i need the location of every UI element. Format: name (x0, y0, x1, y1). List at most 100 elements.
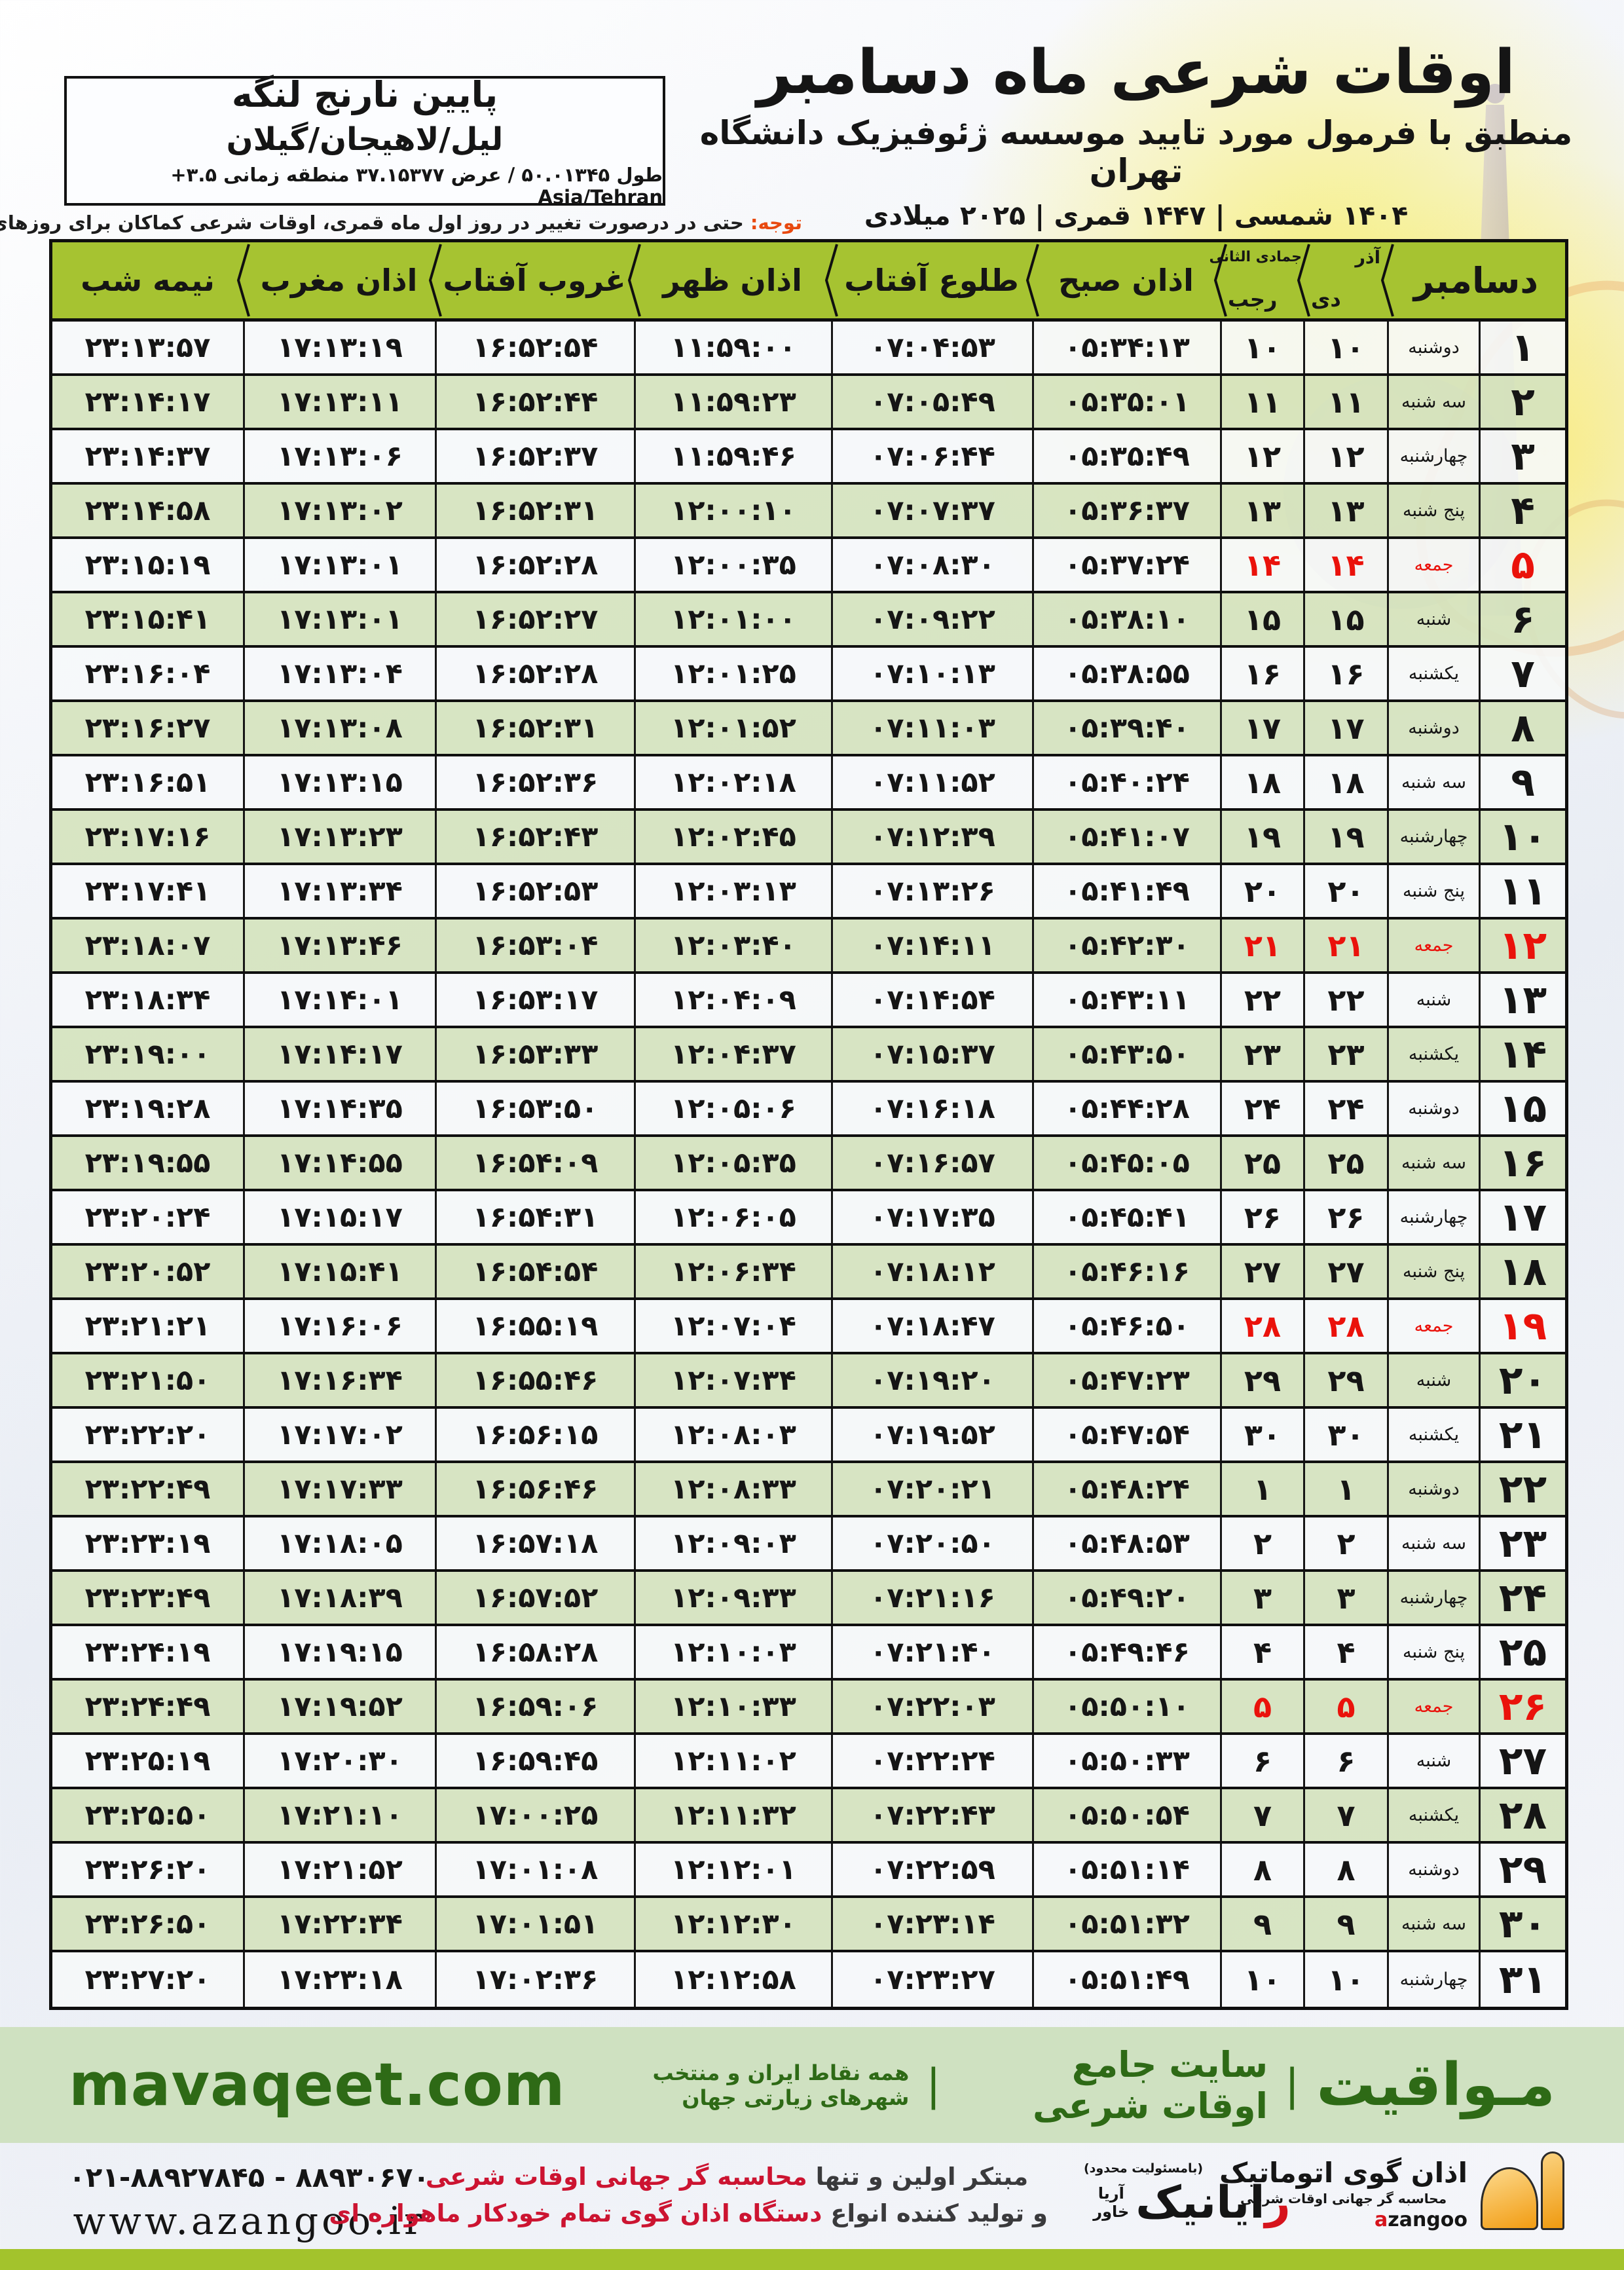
calendar-years-line: ۱۴۰۴ شمسی | ۱۴۴۷ قمری | ۲۰۲۵ میلادی (864, 200, 1409, 232)
nime-shab-time: ۲۳:۲۴:۴۹ (84, 1690, 211, 1723)
solar-month-top-label: آذر (1355, 248, 1380, 268)
azan-sobh-time: ۰۵:۴۶:۱۶ (1032, 1246, 1220, 1297)
weekday-name: چهارشنبه (1387, 1191, 1479, 1243)
promo-line-1-black: مبتکر اولین و تنها (807, 2163, 1029, 2191)
location-region: لیل/لاهیجان/گیلان (226, 121, 504, 158)
table-row: ۲۶ جمعه ۵ ۵ ۰۵:۵۰:۱۰ ۰۷:۲۲:۰۳ ۱۲:۱۰:۳۳ ۱… (52, 1681, 1565, 1735)
december-day-number: ۲ (1479, 376, 1565, 428)
azan-sobh-time: ۰۵:۳۵:۴۹ (1032, 430, 1220, 482)
weekday-name: سه شنبه (1387, 1137, 1479, 1189)
december-day-number: ۱۲ (1479, 920, 1565, 971)
tolu-aftab-time: ۰۷:۲۲:۵۹ (831, 1844, 1032, 1895)
lunar-month-day: ۲۰ (1220, 865, 1303, 917)
azan-sobh-time: ۰۵:۴۳:۱۱ (1032, 974, 1220, 1026)
tolu-aftab-time: ۰۷:۲۲:۴۳ (831, 1789, 1032, 1841)
nime-shab-time: ۲۳:۲۶:۲۰ (84, 1853, 211, 1886)
column-header-lunar-month: جمادی الثانی رجب (1209, 242, 1303, 318)
title-block: اوقات شرعی ماه دسامبر منطبق با فرمول مور… (681, 39, 1591, 232)
table-row: ۱۹ جمعه ۲۸ ۲۸ ۰۵:۴۶:۵۰ ۰۷:۱۸:۴۷ ۱۲:۰۷:۰۴… (52, 1300, 1565, 1354)
azan-zohr-time: ۱۲:۰۱:۵۲ (634, 702, 831, 754)
azan-zohr-time: ۱۲:۰۰:۳۵ (634, 539, 831, 591)
lunar-month-day: ۱۹ (1220, 811, 1303, 863)
lunar-month-day: ۴ (1220, 1626, 1303, 1678)
azan-sobh-time: ۰۵:۴۹:۲۰ (1032, 1572, 1220, 1624)
azan-sobh-time: ۰۵:۴۲:۳۰ (1032, 920, 1220, 971)
lunar-month-day: ۲۸ (1220, 1300, 1303, 1352)
lunar-month-day: ۱۳ (1220, 485, 1303, 536)
azan-maghreb-time: ۱۷:۱۸:۰۵ (243, 1517, 435, 1569)
column-header-ghorub-aftab: غروب آفتاب (428, 242, 634, 318)
ghorub-aftab-time: ۱۶:۵۲:۳۷ (435, 430, 634, 482)
azan-zohr-time: ۱۲:۱۲:۵۸ (634, 1952, 831, 2007)
azan-maghreb-time: ۱۷:۱۳:۰۲ (243, 485, 435, 536)
lunar-month-day: ۸ (1220, 1844, 1303, 1895)
azan-maghreb-time: ۱۷:۱۳:۳۴ (243, 865, 435, 917)
december-day-number: ۱۷ (1479, 1191, 1565, 1243)
azan-zohr-time: ۱۲:۰۵:۰۶ (634, 1083, 831, 1134)
azan-sobh-time: ۰۵:۴۰:۲۴ (1032, 756, 1220, 808)
azan-sobh-time: ۰۵:۵۰:۵۴ (1032, 1789, 1220, 1841)
azan-zohr-time: ۱۲:۱۱:۳۲ (634, 1789, 831, 1841)
december-day-number: ۱۴ (1479, 1028, 1565, 1080)
ghorub-aftab-time: ۱۶:۵۶:۴۶ (435, 1463, 634, 1515)
december-day-number: ۲۱ (1479, 1409, 1565, 1461)
table-row: ۱۴ یکشنبه ۲۳ ۲۳ ۰۵:۴۳:۵۰ ۰۷:۱۵:۳۷ ۱۲:۰۴:… (52, 1028, 1565, 1083)
mavaqeet-domain: mavaqeet.com (69, 2051, 566, 2119)
azan-maghreb-time: ۱۷:۱۵:۱۷ (243, 1191, 435, 1243)
column-header-december: دسامبر (1380, 242, 1565, 318)
weekday-name: سه شنبه (1387, 1517, 1479, 1569)
azangoo-latin-a: a (1374, 2208, 1388, 2231)
table-row: ۶ شنبه ۱۵ ۱۵ ۰۵:۳۸:۱۰ ۰۷:۰۹:۲۲ ۱۲:۰۱:۰۰ … (52, 593, 1565, 648)
table-row: ۲۹ دوشنبه ۸ ۸ ۰۵:۵۱:۱۴ ۰۷:۲۲:۵۹ ۱۲:۱۲:۰۱… (52, 1844, 1565, 1898)
table-row: ۲ سه شنبه ۱۱ ۱۱ ۰۵:۳۵:۰۱ ۰۷:۰۵:۴۹ ۱۱:۵۹:… (52, 376, 1565, 430)
lunar-month-day: ۲۲ (1220, 974, 1303, 1026)
azan-maghreb-time: ۱۷:۱۳:۱۹ (243, 322, 435, 373)
azan-maghreb-time: ۱۷:۱۳:۲۳ (243, 811, 435, 863)
azan-zohr-time: ۱۲:۰۸:۳۳ (634, 1463, 831, 1515)
header-divider-icon (1380, 244, 1394, 317)
december-day-number: ۱۸ (1479, 1246, 1565, 1297)
weekday-name: دوشنبه (1387, 702, 1479, 754)
tolu-aftab-time: ۰۷:۰۵:۴۹ (831, 376, 1032, 428)
december-day-number: ۲۲ (1479, 1463, 1565, 1515)
header-divider-icon (236, 244, 250, 317)
azangoo-latin-name: azangoo (1375, 2208, 1467, 2231)
notice-label: توجه: (750, 212, 802, 234)
nime-shab-time: ۲۳:۱۷:۱۶ (84, 820, 211, 853)
nime-shab-time: ۲۳:۱۴:۱۷ (84, 385, 211, 419)
tolu-aftab-time: ۰۷:۱۲:۳۹ (831, 811, 1032, 863)
december-day-number: ۸ (1479, 702, 1565, 754)
lunar-month-day: ۳ (1220, 1572, 1303, 1624)
nime-shab-time: ۲۳:۱۴:۳۷ (84, 439, 211, 473)
weekday-name: یکشنبه (1387, 1789, 1479, 1841)
prayer-times-table: دسامبر آذر دی جمادی الثانی رجب اذان صبح … (49, 239, 1568, 2010)
azan-sobh-time: ۰۵:۴۳:۵۰ (1032, 1028, 1220, 1080)
ghorub-aftab-time: ۱۶:۵۲:۳۱ (435, 702, 634, 754)
ghorub-aftab-time: ۱۷:۰۱:۰۸ (435, 1844, 634, 1895)
solar-month-day: ۳ (1303, 1572, 1387, 1624)
lunar-month-day: ۹ (1220, 1898, 1303, 1950)
tolu-aftab-time: ۰۷:۰۹:۲۲ (831, 593, 1032, 645)
lunar-month-day: ۱ (1220, 1463, 1303, 1515)
azangoo-title: اذان گوی اتوماتیک (1219, 2157, 1467, 2189)
december-day-number: ۲۴ (1479, 1572, 1565, 1624)
december-day-number: ۳۱ (1479, 1952, 1565, 2007)
azangoo-tagline: محاسبه گر جهانی اوقات شرعی (1240, 2191, 1447, 2206)
nime-shab-time: ۲۳:۲۰:۲۴ (84, 1200, 211, 1234)
tolu-aftab-label: طلوع آفتاب (844, 263, 1019, 298)
azan-zohr-time: ۱۲:۰۴:۰۹ (634, 974, 831, 1026)
azan-sobh-time: ۰۵:۵۱:۳۲ (1032, 1898, 1220, 1950)
weekday-name: شنبه (1387, 974, 1479, 1026)
azangoo-website-url: www.azangoo.ir (73, 2199, 426, 2243)
azan-sobh-time: ۰۵:۵۰:۱۰ (1032, 1681, 1220, 1732)
weekday-name: پنج شنبه (1387, 865, 1479, 917)
header-divider-icon (1297, 244, 1310, 317)
azan-maghreb-time: ۱۷:۱۷:۳۳ (243, 1463, 435, 1515)
nime-shab-time: ۲۳:۱۵:۱۹ (84, 548, 211, 582)
table-row: ۲۱ یکشنبه ۳۰ ۳۰ ۰۵:۴۷:۵۴ ۰۷:۱۹:۵۲ ۱۲:۰۸:… (52, 1409, 1565, 1463)
azan-sobh-time: ۰۵:۴۷:۵۴ (1032, 1409, 1220, 1461)
azan-zohr-time: ۱۲:۰۱:۲۵ (634, 648, 831, 699)
azan-sobh-time: ۰۵:۴۸:۲۴ (1032, 1463, 1220, 1515)
solar-month-day: ۱ (1303, 1463, 1387, 1515)
tolu-aftab-time: ۰۷:۰۶:۴۴ (831, 430, 1032, 482)
